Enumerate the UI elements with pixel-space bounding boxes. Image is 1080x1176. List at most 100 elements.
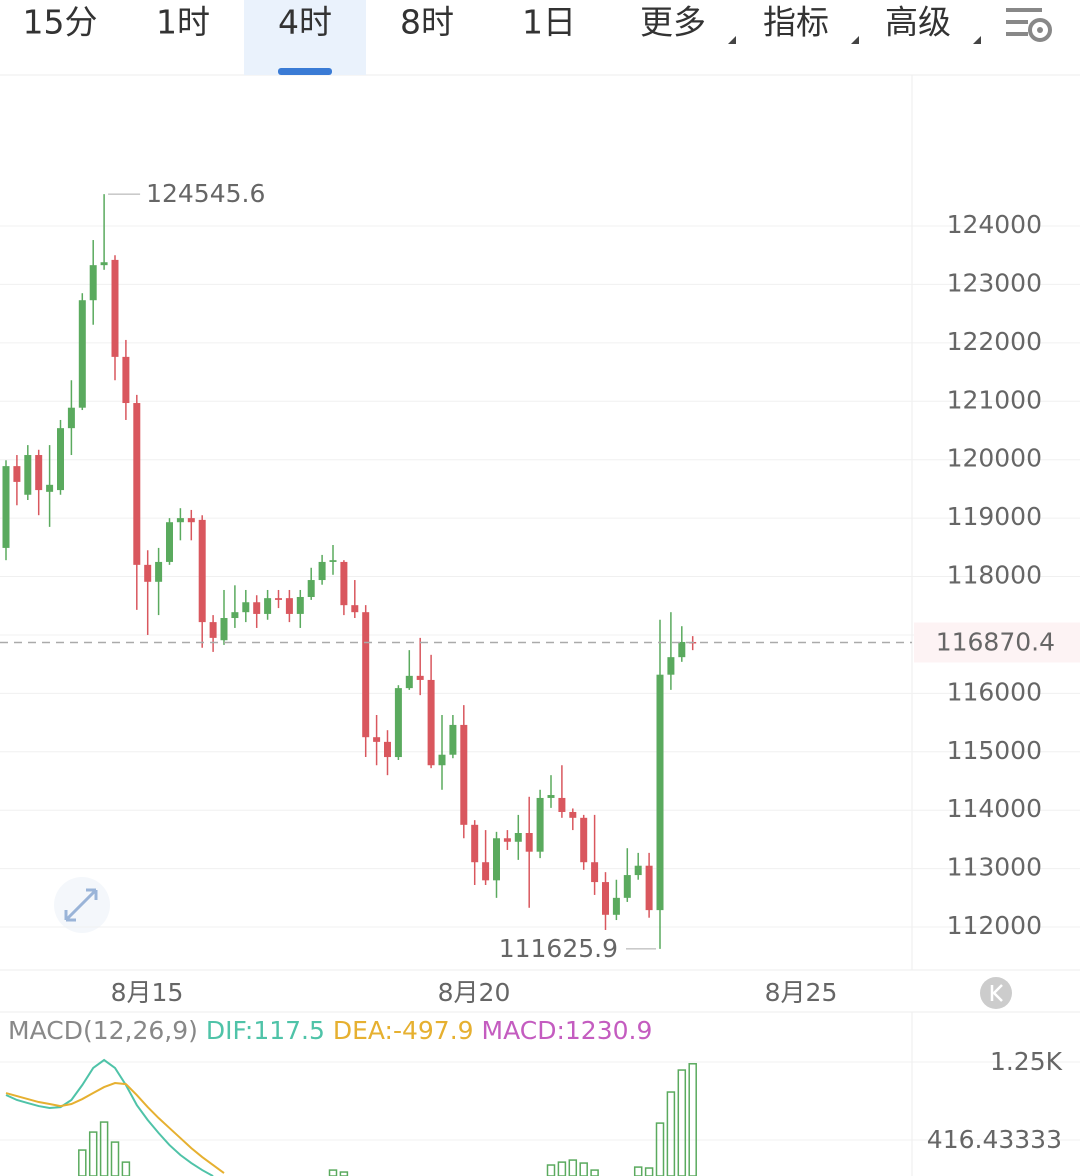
candle <box>547 775 555 808</box>
macd-bar <box>328 1169 338 1176</box>
candle-body <box>24 455 32 495</box>
candle <box>602 872 609 930</box>
candle <box>580 814 588 870</box>
candle <box>155 547 163 616</box>
candle-body <box>209 622 217 638</box>
candles <box>2 194 697 949</box>
candle <box>569 808 577 831</box>
candle-body <box>57 428 64 491</box>
settings-icon[interactable] <box>1006 8 1052 42</box>
x-tick-label: 8月20 <box>438 978 511 1007</box>
candle <box>100 194 108 270</box>
candle <box>493 831 500 898</box>
y-tick-label: 1.25K <box>990 1047 1063 1076</box>
candle <box>591 814 599 895</box>
candle-body <box>89 265 97 301</box>
tab[interactable]: 8时 <box>400 3 454 42</box>
candle-body <box>13 466 21 482</box>
tab[interactable]: 更多 <box>640 3 706 42</box>
candle-body <box>591 862 599 883</box>
candle <box>57 419 64 495</box>
candle <box>373 714 381 766</box>
y-tick-label: 120000 <box>947 444 1042 473</box>
candle <box>24 445 32 501</box>
candle <box>471 820 479 885</box>
candle <box>503 830 511 850</box>
legend-entry: MACD:1230.9 <box>482 1016 653 1045</box>
tab[interactable]: 1日 <box>522 3 576 42</box>
macd-bar <box>579 1162 588 1176</box>
active-tab-indicator <box>278 68 332 75</box>
candle-body <box>35 455 43 491</box>
candle <box>253 595 261 628</box>
legend-entry: DIF:117.5 <box>206 1016 325 1045</box>
candle <box>264 589 272 620</box>
candle <box>645 852 653 918</box>
candle <box>558 765 566 818</box>
y-tick-label: 112000 <box>947 911 1042 940</box>
macd-bar <box>557 1161 567 1176</box>
candle <box>242 589 250 623</box>
candle <box>275 589 282 609</box>
candle <box>612 879 620 921</box>
candle-body <box>2 466 10 548</box>
candle-body <box>307 580 315 597</box>
candle-body <box>285 598 293 614</box>
candle-body <box>384 741 391 758</box>
macd-legend: MACD(12,26,9) DIF:117.5 DEA:-497.9 MACD:… <box>8 1016 652 1045</box>
y-tick-label: 115000 <box>947 736 1042 765</box>
macd-bar <box>546 1164 556 1176</box>
candle-body <box>438 754 446 766</box>
candle-body <box>514 833 522 842</box>
tab[interactable]: 15分 <box>23 3 98 42</box>
tab[interactable]: 高级 <box>885 3 951 42</box>
candle-body <box>416 675 424 680</box>
x-tick-label: 8月25 <box>765 978 838 1007</box>
macd-bar <box>78 1149 87 1176</box>
candle-body <box>482 862 490 881</box>
candle <box>13 455 21 506</box>
macd-bar <box>677 1069 687 1176</box>
candle-body <box>242 602 250 613</box>
candle <box>78 293 86 411</box>
candle-body <box>100 262 108 266</box>
candle-body <box>231 612 239 619</box>
candle-body <box>645 865 653 911</box>
candle <box>307 567 315 600</box>
y-tick-label: 121000 <box>947 385 1042 414</box>
candle <box>187 509 195 541</box>
candle-body <box>220 618 228 641</box>
candle-body <box>602 882 609 915</box>
candle <box>449 714 457 759</box>
candle-body <box>46 484 54 492</box>
y-tick-label: 118000 <box>947 561 1042 590</box>
candle <box>634 852 642 880</box>
candle-body <box>264 598 272 614</box>
reset-button[interactable] <box>980 977 1012 1009</box>
candle-body <box>351 605 359 613</box>
candle-body <box>493 838 500 881</box>
candle <box>89 240 97 325</box>
y-tick-label: 114000 <box>947 794 1042 823</box>
candle-body <box>623 875 631 898</box>
legend-entry: DEA:-497.9 <box>333 1016 474 1045</box>
candle-body <box>296 596 304 614</box>
tab[interactable]: 1时 <box>156 3 210 42</box>
candle-body <box>187 518 195 523</box>
candle-body <box>569 811 577 818</box>
candle <box>209 615 217 652</box>
candle-body <box>253 602 261 614</box>
candle-body <box>78 300 86 408</box>
tab[interactable]: 指标 <box>763 3 829 42</box>
candle <box>35 449 43 516</box>
tab[interactable]: 4时 <box>278 3 332 42</box>
expand-button[interactable] <box>54 877 110 933</box>
candle <box>394 685 402 760</box>
candle-body <box>176 518 184 523</box>
candle <box>220 589 228 645</box>
candle-body <box>275 598 282 600</box>
candle <box>667 612 675 690</box>
macd-bar <box>688 1063 697 1176</box>
candle <box>525 796 533 908</box>
candle-body <box>144 564 152 582</box>
